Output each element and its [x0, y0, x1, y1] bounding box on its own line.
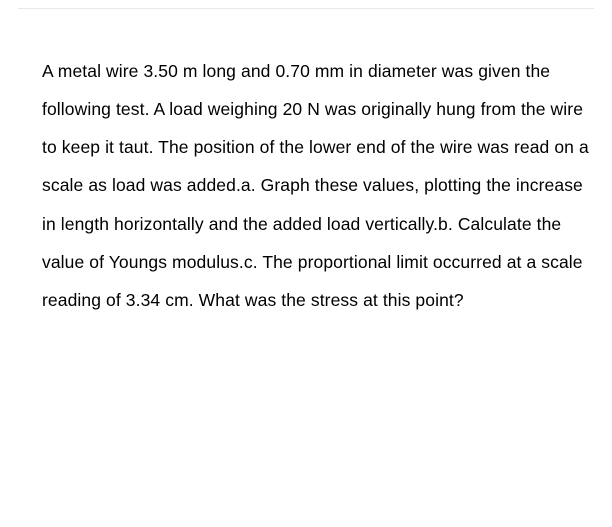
problem-content: A metal wire 3.50 m long and 0.70 mm in … [42, 52, 596, 319]
top-divider [18, 8, 594, 9]
problem-text: A metal wire 3.50 m long and 0.70 mm in … [42, 52, 596, 319]
